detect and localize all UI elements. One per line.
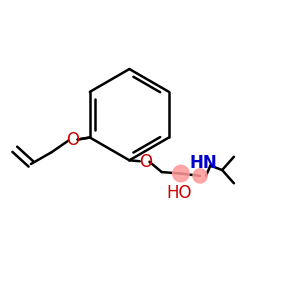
- Circle shape: [193, 169, 207, 183]
- Text: HN: HN: [189, 154, 217, 172]
- Text: O: O: [66, 131, 79, 149]
- Text: O: O: [139, 153, 152, 171]
- Text: HO: HO: [167, 184, 192, 202]
- Circle shape: [173, 165, 189, 182]
